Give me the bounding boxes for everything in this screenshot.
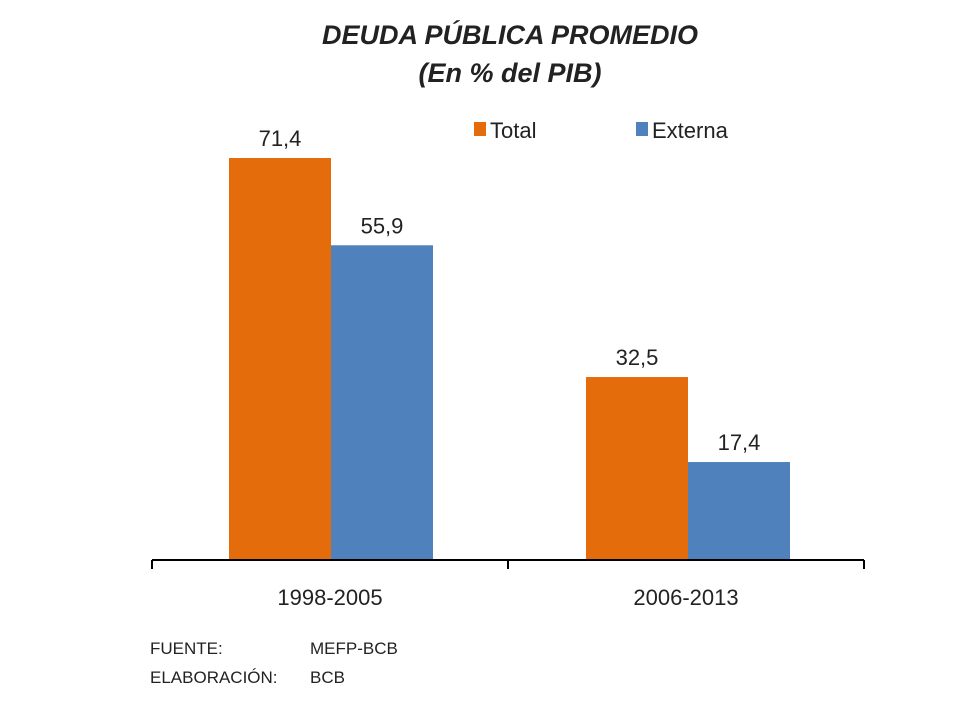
- bar-total-2006-2013: [586, 377, 688, 560]
- source-row: FUENTE: MEFP-BCB: [150, 634, 398, 663]
- bar-total-1998-2005: [229, 158, 331, 560]
- legend-label-total: Total: [490, 118, 536, 143]
- legend-swatch-externa: [636, 122, 648, 136]
- prepared-label: ELABORACIÓN:: [150, 667, 278, 687]
- chart-title: DEUDA PÚBLICA PROMEDIO: [321, 20, 698, 50]
- chart-notes: FUENTE: MEFP-BCB ELABORACIÓN: BCB: [150, 634, 398, 692]
- chart-subtitle: (En % del PIB): [418, 58, 602, 88]
- x-tick-label-2006-2013: 2006-2013: [633, 585, 738, 610]
- prepared-value: BCB: [310, 667, 345, 687]
- data-label-total-2006-2013: 32,5: [616, 345, 659, 370]
- bar-externa-1998-2005: [331, 245, 433, 560]
- prepared-row: ELABORACIÓN: BCB: [150, 663, 398, 692]
- x-tick-label-1998-2005: 1998-2005: [277, 585, 382, 610]
- legend-label-externa: Externa: [652, 118, 729, 143]
- source-value: MEFP-BCB: [310, 638, 398, 658]
- source-label: FUENTE:: [150, 638, 223, 658]
- data-label-externa-1998-2005: 55,9: [361, 213, 404, 238]
- legend-swatch-total: [474, 122, 486, 136]
- data-label-total-1998-2005: 71,4: [259, 126, 302, 151]
- data-label-externa-2006-2013: 17,4: [718, 430, 761, 455]
- bar-externa-2006-2013: [688, 462, 790, 560]
